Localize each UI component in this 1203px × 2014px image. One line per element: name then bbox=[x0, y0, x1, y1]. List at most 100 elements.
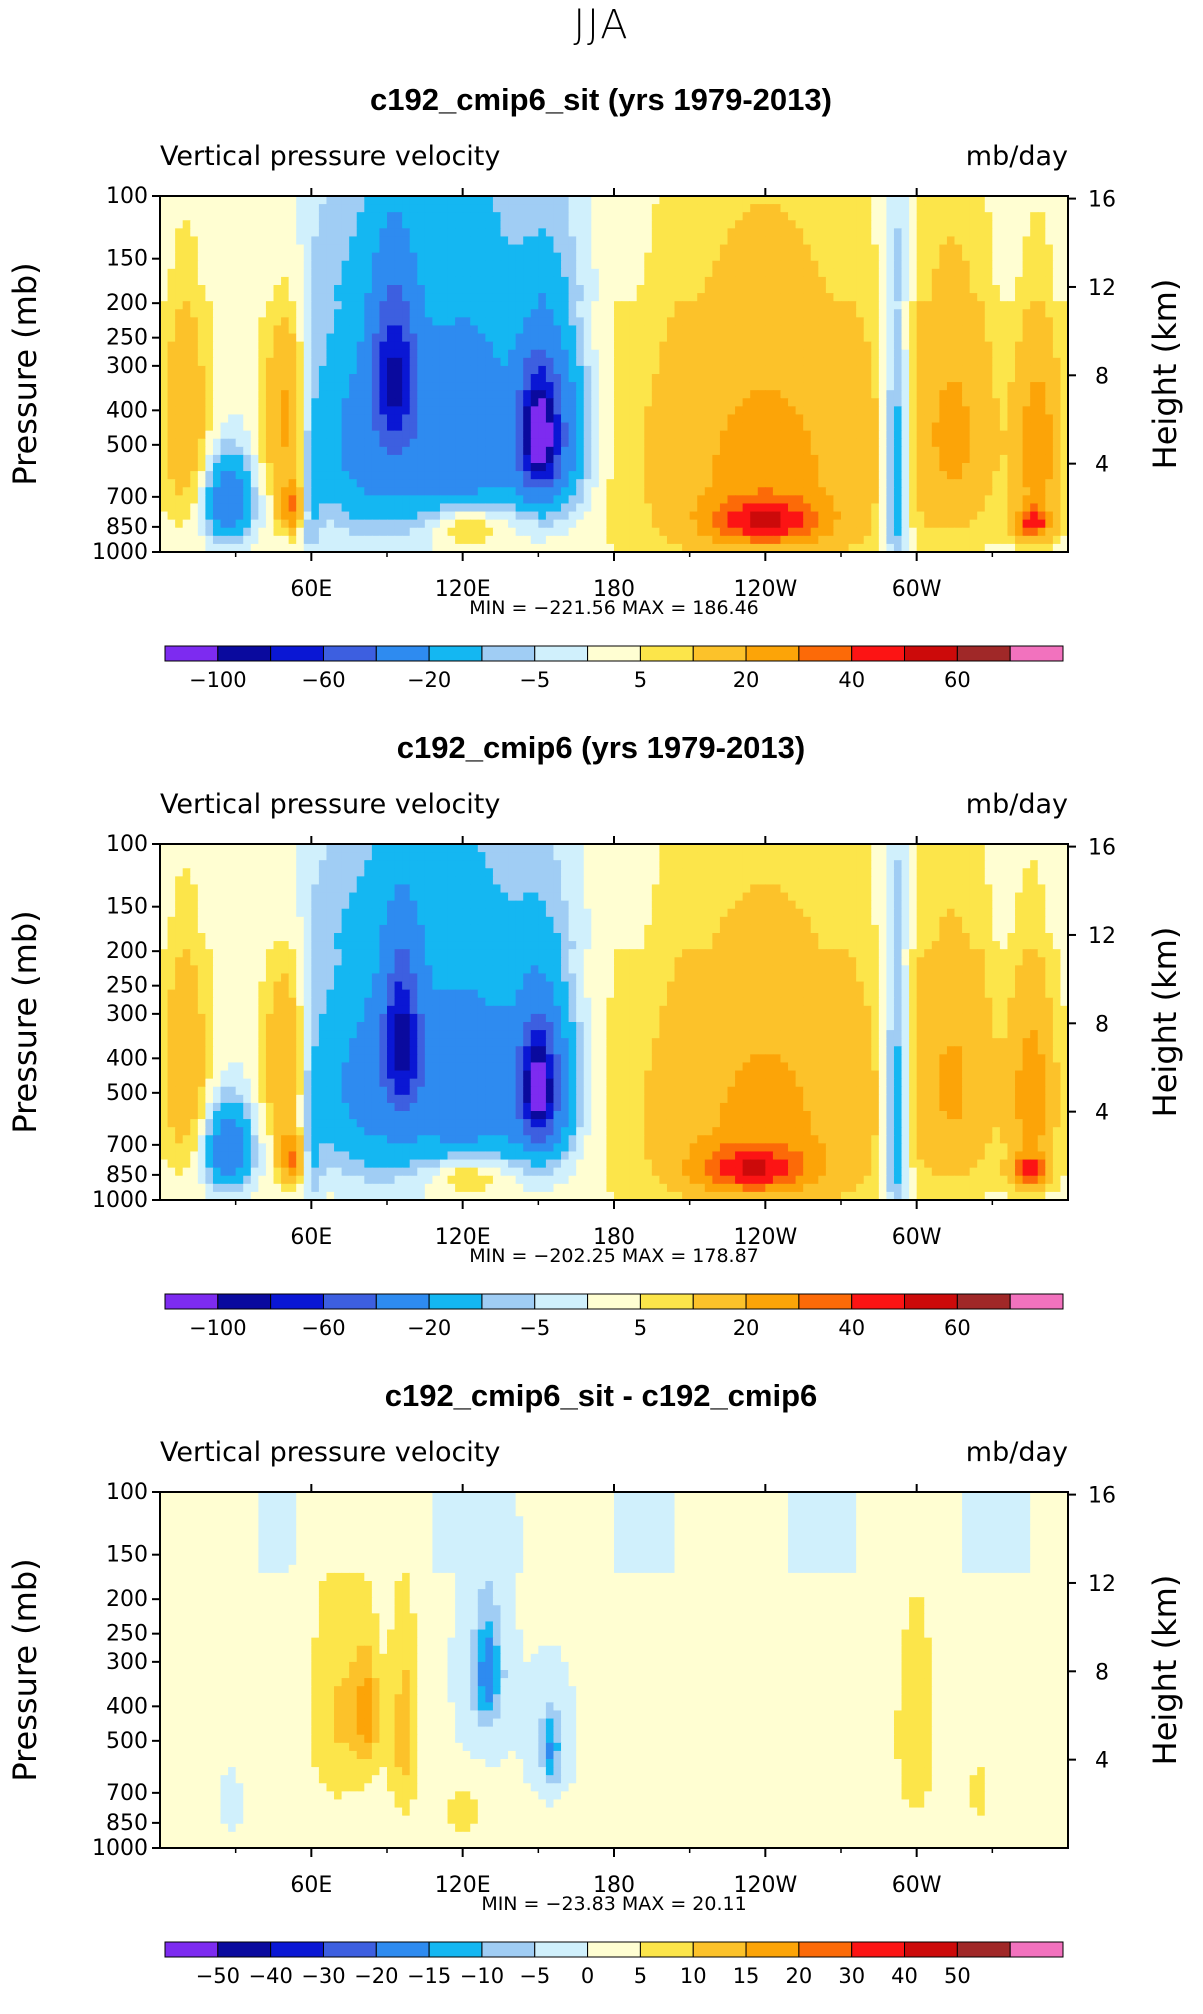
field-cell bbox=[772, 446, 782, 456]
field-cell bbox=[303, 382, 312, 391]
field-cell bbox=[954, 220, 963, 229]
field-cell bbox=[334, 220, 343, 229]
field-cell bbox=[243, 244, 252, 254]
field-cell bbox=[893, 349, 903, 359]
field-cell bbox=[841, 479, 850, 488]
field-cell bbox=[984, 454, 993, 464]
field-cell bbox=[508, 430, 517, 440]
field-cell bbox=[545, 228, 555, 238]
field-cell bbox=[470, 212, 479, 221]
field-cell bbox=[515, 365, 524, 375]
field-cell bbox=[273, 527, 282, 537]
field-cell bbox=[160, 204, 169, 213]
field-cell bbox=[394, 422, 403, 432]
field-cell bbox=[311, 285, 320, 294]
field-cell bbox=[303, 341, 312, 351]
field-cell bbox=[682, 236, 691, 246]
field-cell bbox=[689, 422, 698, 432]
field-cell bbox=[803, 503, 812, 513]
field-cell bbox=[818, 309, 827, 318]
field-cell bbox=[379, 487, 388, 496]
field-cell bbox=[871, 430, 880, 440]
field-cell bbox=[250, 228, 259, 238]
field-cell bbox=[356, 285, 365, 294]
field-cell bbox=[303, 196, 312, 205]
field-cell bbox=[954, 406, 963, 416]
field-cell bbox=[780, 365, 789, 375]
field-cell bbox=[871, 454, 880, 464]
field-cell bbox=[439, 406, 449, 416]
field-cell bbox=[318, 479, 328, 488]
field-cell bbox=[545, 325, 555, 335]
field-cell bbox=[402, 309, 411, 318]
field-cell bbox=[492, 228, 502, 238]
field-cell bbox=[757, 430, 766, 440]
field-cell bbox=[886, 349, 895, 359]
field-cell bbox=[909, 268, 918, 278]
field-cell bbox=[810, 463, 819, 472]
field-cell bbox=[666, 390, 676, 399]
field-cell bbox=[349, 365, 358, 375]
field-cell bbox=[962, 196, 971, 205]
field-cell bbox=[508, 519, 517, 529]
field-cell bbox=[644, 487, 653, 496]
field-cell bbox=[742, 293, 751, 302]
field-cell bbox=[818, 268, 827, 278]
field-cell bbox=[931, 349, 940, 359]
field-cell bbox=[1022, 487, 1031, 496]
field-cell bbox=[697, 252, 706, 262]
field-cell bbox=[856, 317, 865, 327]
field-cell bbox=[356, 293, 365, 302]
field-cell bbox=[939, 511, 948, 521]
field-cell bbox=[803, 422, 812, 432]
field-cell bbox=[863, 220, 872, 229]
field-cell bbox=[515, 463, 524, 472]
field-cell bbox=[886, 365, 895, 375]
field-cell bbox=[447, 414, 456, 424]
field-cell bbox=[666, 471, 676, 480]
field-cell bbox=[553, 268, 562, 278]
field-cell bbox=[530, 406, 539, 416]
field-cell bbox=[856, 471, 865, 480]
field-cell bbox=[409, 406, 418, 416]
field-cell bbox=[704, 430, 713, 440]
field-cell bbox=[228, 357, 237, 367]
field-cell bbox=[318, 503, 328, 513]
field-cell bbox=[606, 406, 615, 416]
field-cell bbox=[576, 511, 585, 521]
field-cell bbox=[205, 446, 214, 456]
field-cell bbox=[962, 503, 971, 513]
field-cell bbox=[258, 244, 267, 254]
field-cell bbox=[992, 260, 1001, 270]
field-cell bbox=[387, 414, 396, 424]
field-cell bbox=[462, 463, 471, 472]
field-cell bbox=[371, 236, 381, 246]
field-cell bbox=[1030, 349, 1039, 359]
field-cell bbox=[455, 519, 464, 529]
field-cell bbox=[1022, 357, 1031, 367]
field-cell bbox=[409, 374, 418, 383]
field-cell bbox=[704, 285, 713, 294]
field-cell bbox=[576, 301, 585, 310]
field-cell bbox=[576, 438, 585, 448]
field-cell bbox=[349, 268, 358, 278]
field-cell bbox=[462, 422, 471, 432]
field-cell bbox=[772, 276, 782, 286]
field-cell bbox=[349, 276, 358, 286]
field-cell bbox=[1045, 204, 1054, 213]
field-cell bbox=[931, 309, 940, 318]
field-cell bbox=[969, 212, 978, 221]
field-cell bbox=[909, 438, 918, 448]
field-cell bbox=[614, 293, 623, 302]
field-cell bbox=[182, 438, 191, 448]
field-cell bbox=[561, 414, 570, 424]
field-cell bbox=[659, 220, 668, 229]
field-cell bbox=[856, 293, 865, 302]
field-cell bbox=[334, 398, 343, 407]
field-cell bbox=[591, 446, 600, 456]
field-cell bbox=[553, 276, 562, 286]
field-cell bbox=[666, 503, 676, 513]
field-cell bbox=[205, 422, 214, 432]
field-cell bbox=[318, 414, 328, 424]
field-cell bbox=[909, 398, 918, 407]
